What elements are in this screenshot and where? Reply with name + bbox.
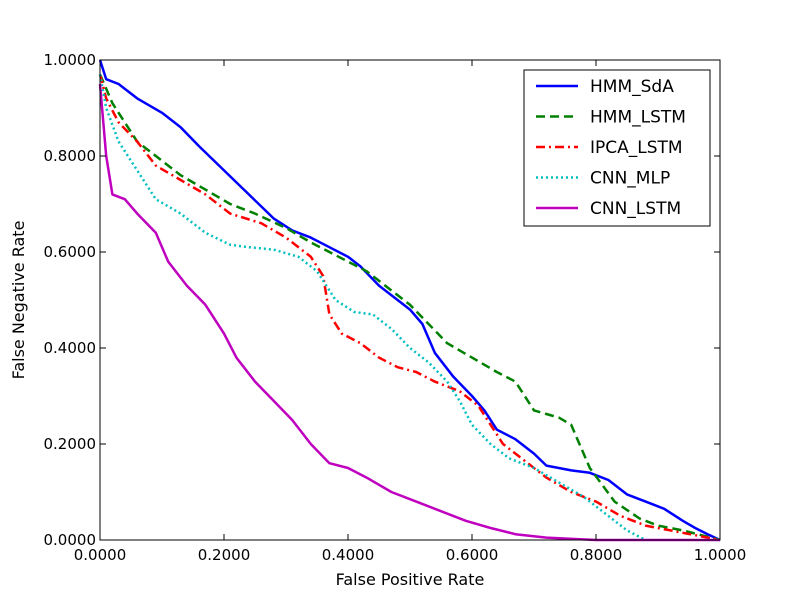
y-tick-label: 0.2000 xyxy=(44,435,97,453)
x-tick-label: 1.0000 xyxy=(694,546,747,564)
x-tick-label: 0.4000 xyxy=(322,546,375,564)
y-tick-label: 0.8000 xyxy=(44,147,97,165)
plot-frame xyxy=(99,59,721,541)
legend: HMM_SdA HMM_LSTM IPCA_LSTM CNN_MLP CNN_LSTM xyxy=(523,69,711,227)
y-axis-label: False Negative Rate xyxy=(9,221,28,380)
series-line-0 xyxy=(98,59,721,542)
y-tick-label: 1.0000 xyxy=(44,51,97,69)
series-line-1 xyxy=(98,73,721,542)
legend-label-1: HMM_LSTM xyxy=(590,108,686,128)
series-line-3 xyxy=(98,74,647,542)
x-tick-label: 0.0000 xyxy=(74,546,127,564)
legend-label-0: HMM_SdA xyxy=(590,77,674,97)
y-tick-label: 0.0000 xyxy=(44,531,97,549)
x-tick-label: 0.8000 xyxy=(570,546,623,564)
x-tick-label: 0.2000 xyxy=(198,546,251,564)
x-tick-label: 0.6000 xyxy=(446,546,499,564)
y-tick-label: 0.4000 xyxy=(44,339,97,357)
series-layer xyxy=(98,59,721,542)
legend-label-2: IPCA_LSTM xyxy=(590,138,683,158)
legend-label-4: CNN_LSTM xyxy=(590,199,681,219)
series-line-4 xyxy=(98,83,720,542)
legend-label-3: CNN_MLP xyxy=(590,169,670,189)
y-tick-label: 0.6000 xyxy=(44,243,97,261)
x-axis-label: False Positive Rate xyxy=(336,570,485,589)
